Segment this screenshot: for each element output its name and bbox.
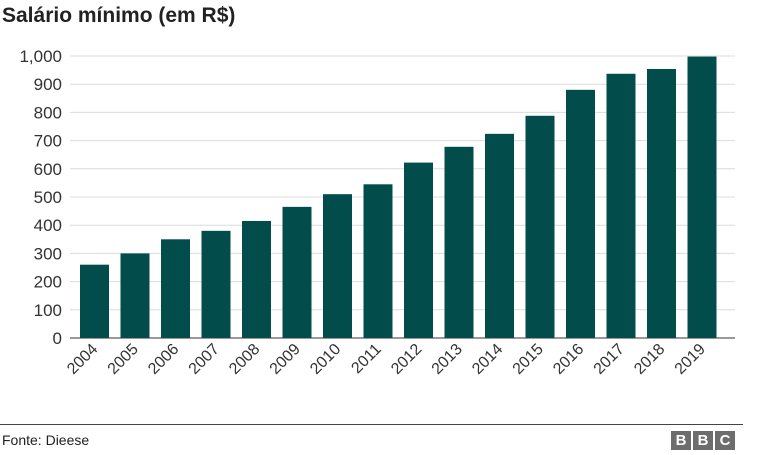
x-tick-label: 2019 <box>672 341 709 378</box>
bar <box>282 206 312 338</box>
bar <box>525 115 555 338</box>
x-tick-label: 2009 <box>267 341 304 378</box>
bar <box>323 194 352 338</box>
x-tick-label: 2014 <box>469 341 506 378</box>
y-tick-label: 1,000 <box>19 47 62 66</box>
x-tick-label: 2013 <box>429 341 466 378</box>
bar <box>404 162 433 338</box>
x-tick-label: 2006 <box>145 341 182 378</box>
chart-title: Salário mínimo (em R$) <box>2 4 236 27</box>
y-tick-label: 100 <box>34 301 62 320</box>
x-tick-label: 2008 <box>226 341 263 378</box>
x-tick-label: 2018 <box>631 341 668 378</box>
x-tick-label: 2017 <box>591 341 628 378</box>
logo-letter: B <box>693 431 713 450</box>
y-tick-label: 600 <box>34 160 62 179</box>
bar <box>363 184 393 338</box>
logo-letter: B <box>671 431 691 450</box>
bar <box>566 89 595 338</box>
bar <box>120 253 150 338</box>
x-tick-label: 2011 <box>348 341 384 377</box>
source-note: Fonte: Dieese <box>2 432 90 448</box>
y-tick-label: 0 <box>53 329 62 348</box>
y-tick-label: 700 <box>34 132 62 151</box>
bar <box>242 220 271 338</box>
bar <box>444 146 474 338</box>
y-tick-label: 500 <box>34 188 62 207</box>
bar <box>606 73 636 339</box>
logo-letter: C <box>715 431 735 450</box>
footer-divider <box>0 424 743 425</box>
bar <box>485 133 514 338</box>
x-tick-label: 2004 <box>64 341 101 378</box>
x-tick-label: 2007 <box>186 341 223 378</box>
bbc-logo: B B C <box>671 431 735 450</box>
bar <box>647 68 676 339</box>
x-tick-label: 2015 <box>510 341 547 378</box>
bar <box>161 239 190 338</box>
x-tick-label: 2012 <box>388 341 425 378</box>
y-tick-label: 200 <box>34 273 62 292</box>
y-tick-label: 900 <box>34 75 62 94</box>
bar <box>687 56 717 339</box>
bar <box>201 230 231 338</box>
bar <box>80 264 109 338</box>
x-tick-label: 2016 <box>550 341 587 378</box>
x-tick-label: 2005 <box>105 341 142 378</box>
y-tick-label: 800 <box>34 103 62 122</box>
y-tick-label: 300 <box>34 244 62 263</box>
x-tick-label: 2010 <box>307 341 344 378</box>
y-tick-label: 400 <box>34 216 62 235</box>
